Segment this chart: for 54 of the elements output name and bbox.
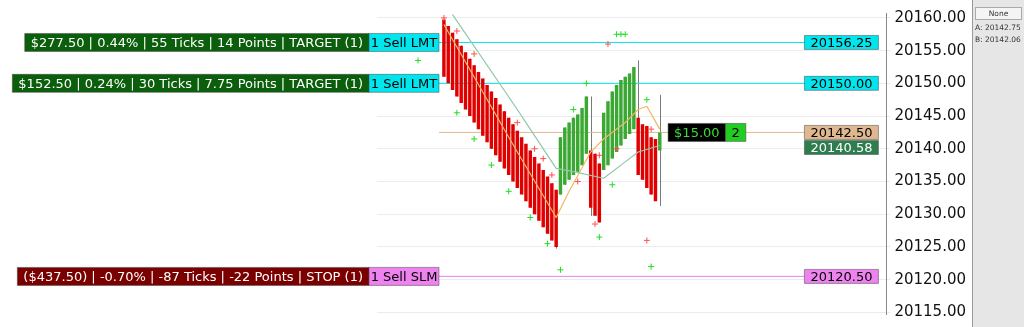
point bbox=[647, 125, 655, 133]
y-tick-label: 20120.00 bbox=[894, 269, 967, 288]
point bbox=[643, 236, 651, 244]
point bbox=[647, 263, 655, 271]
y-tick-label: 20145.00 bbox=[894, 105, 967, 124]
ref-line-label: 20156.25 bbox=[810, 34, 873, 50]
annotation: 1 Sell SLM bbox=[370, 268, 438, 284]
ref-line-label: 20150.00 bbox=[810, 75, 873, 91]
point bbox=[453, 109, 461, 117]
annotation: 2 bbox=[731, 124, 740, 140]
point bbox=[470, 50, 478, 58]
y-tick-label: 20160.00 bbox=[894, 7, 967, 26]
point bbox=[531, 145, 539, 153]
point bbox=[608, 181, 616, 189]
point bbox=[574, 178, 582, 185]
point bbox=[544, 240, 552, 248]
point bbox=[621, 30, 629, 38]
point bbox=[556, 266, 564, 274]
point bbox=[513, 119, 521, 127]
point bbox=[526, 213, 534, 221]
point bbox=[604, 40, 612, 48]
point bbox=[539, 155, 547, 163]
point bbox=[470, 135, 478, 143]
text: $277.50 | 0.44% | 55 Ticks | 14 Points | TARGET (1) bbox=[30, 34, 364, 50]
text: ($437.50) | -0.70% | -87 Ticks | -22 Points | STOP (1) bbox=[23, 268, 363, 284]
annotation: 1 Sell LMT bbox=[370, 75, 438, 91]
y-tick-label: 20130.00 bbox=[894, 204, 967, 223]
point bbox=[440, 14, 448, 22]
y-tick-label: 20135.00 bbox=[894, 171, 967, 190]
point bbox=[591, 220, 599, 228]
point bbox=[487, 161, 495, 169]
point bbox=[548, 171, 556, 179]
text: $152.50 | 0.24% | 30 Ticks | 7.75 Points | TARGET (1) bbox=[18, 75, 363, 91]
point bbox=[643, 96, 651, 104]
point bbox=[453, 27, 461, 35]
ref-line-label: 20142.50 bbox=[810, 124, 873, 140]
y-tick-label: 20115.00 bbox=[894, 302, 967, 321]
annotation: 1 Sell LMT bbox=[370, 34, 438, 50]
point bbox=[617, 30, 625, 38]
ref-line-label: 20120.50 bbox=[810, 268, 873, 284]
annotation: $15.00 bbox=[674, 124, 720, 140]
y-tick-label: 20140.00 bbox=[894, 138, 967, 157]
point bbox=[595, 151, 603, 159]
candlestick bbox=[658, 94, 662, 207]
point bbox=[505, 187, 513, 195]
point bbox=[569, 106, 577, 114]
point bbox=[613, 145, 621, 153]
annotation: 20140.58 bbox=[810, 139, 873, 155]
y-tick-label: 20125.00 bbox=[894, 236, 967, 255]
y-tick-label: 20155.00 bbox=[894, 40, 967, 59]
y-tick-label: 20150.00 bbox=[894, 73, 967, 92]
point bbox=[582, 79, 590, 87]
point bbox=[595, 233, 603, 241]
point bbox=[414, 56, 422, 64]
